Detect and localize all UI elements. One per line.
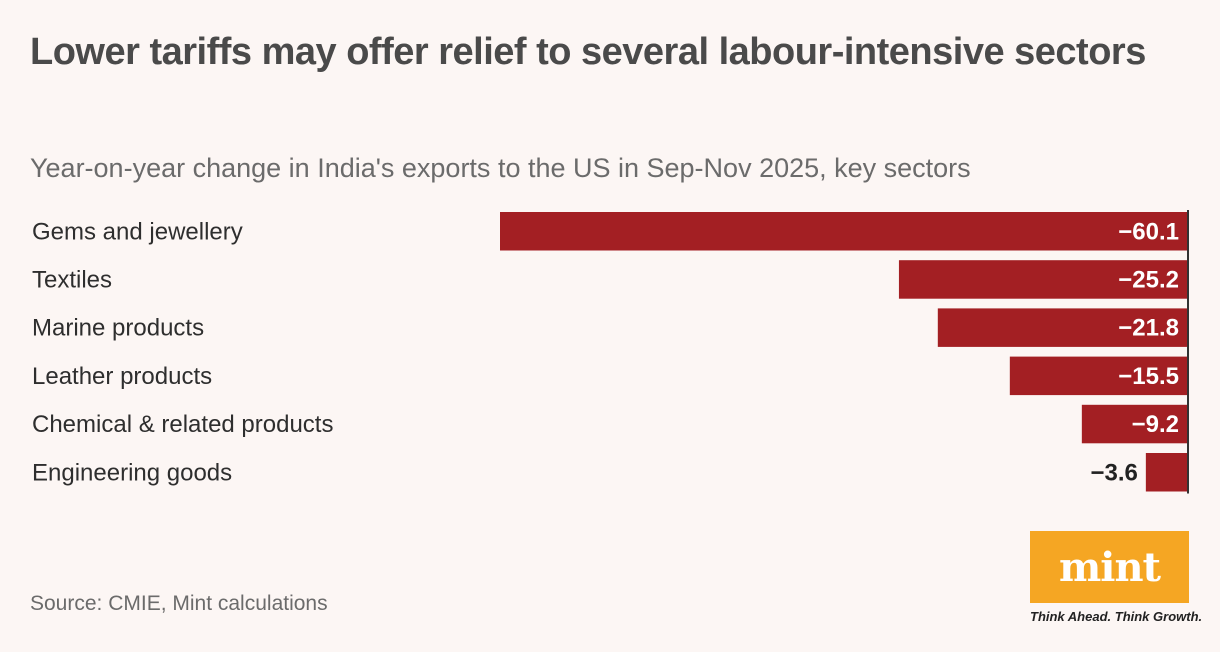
bar — [1009, 356, 1187, 396]
category-label: Leather products — [32, 363, 212, 390]
value-label: −3.6 — [1090, 459, 1137, 486]
category-label: Gems and jewellery — [32, 218, 243, 245]
bar — [937, 308, 1187, 347]
bar — [500, 212, 1187, 251]
value-label: −9.2 — [1132, 411, 1179, 438]
chart-title: Lower tariffs may offer relief to severa… — [30, 31, 1146, 73]
category-label: Textiles — [32, 266, 112, 293]
value-label: −21.8 — [1118, 315, 1179, 342]
logo-tagline: Think Ahead. Think Growth. — [1030, 609, 1203, 624]
bar — [1145, 453, 1187, 492]
chart-subtitle: Year-on-year change in India's exports t… — [30, 153, 971, 183]
source-note: Source: CMIE, Mint calculations — [30, 592, 328, 615]
category-label: Chemical & related products — [32, 411, 333, 438]
mint-logo: mint — [1030, 531, 1189, 603]
logo-text: mint — [1058, 543, 1161, 591]
bar — [898, 260, 1187, 299]
category-label: Engineering goods — [32, 459, 232, 486]
value-label: −15.5 — [1118, 363, 1179, 390]
value-label: −60.1 — [1118, 218, 1179, 245]
bar-chart: Gems and jewellery −60.1 Textiles −25.2 Mari… — [32, 210, 1189, 494]
category-label: Marine products — [32, 315, 204, 342]
bar — [1081, 404, 1187, 444]
value-label: −25.2 — [1118, 266, 1179, 293]
